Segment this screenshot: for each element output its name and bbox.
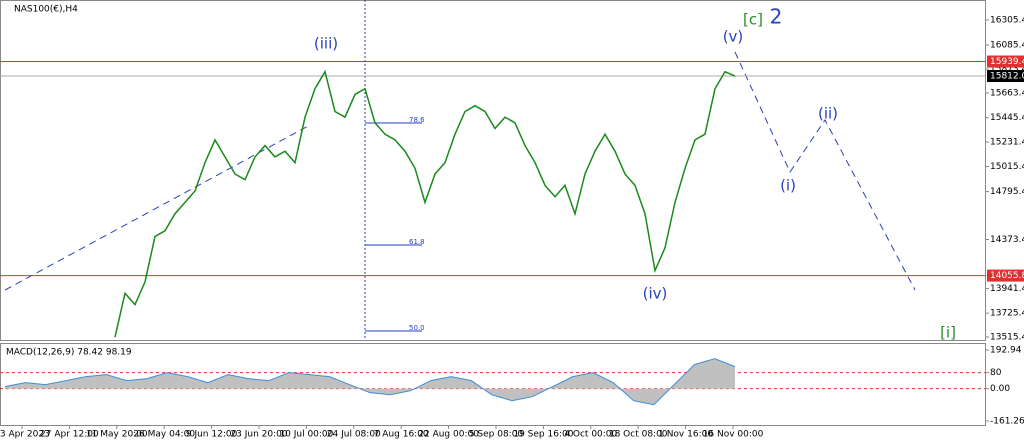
macd-title: MACD(12,26,9) 78.42 98.19 <box>6 348 132 358</box>
x-tick-label: 16 Nov 00:00 <box>703 430 764 440</box>
wave-projection <box>734 51 916 291</box>
y-tick-label: 13725.4 <box>990 309 1024 319</box>
wave-label: [i] <box>940 324 956 342</box>
wave-label: (iii) <box>314 35 338 53</box>
macd-histogram <box>5 358 735 405</box>
y-tick-label: 15445.4 <box>990 113 1024 123</box>
x-tick-label: 22 Aug 00:00 <box>418 430 479 440</box>
wave-label: 2 <box>770 5 783 29</box>
price-frame <box>0 0 986 341</box>
x-tick-label: 13 Apr 2023 <box>0 430 50 440</box>
y-tick-label: 16305.4 <box>990 15 1024 25</box>
chart-title: NAS100(€),H4 <box>14 5 78 15</box>
y-tick-label: 13941.4 <box>990 284 1024 294</box>
y-tick-label: 15663.4 <box>990 88 1024 98</box>
y-tick-label: 15015.4 <box>990 162 1024 172</box>
wave-label: (iv) <box>643 285 668 303</box>
wave-label: (ii) <box>818 105 838 123</box>
macd-tick-label: 192.94 <box>990 346 1022 356</box>
fib-label: 61.8 <box>409 238 425 246</box>
wave-label: (v) <box>723 28 744 46</box>
x-tick-label: 4 Oct 00:00 <box>564 430 617 440</box>
x-tick-label: 9 Jun 12:00 <box>186 430 238 440</box>
x-tick-label: 11 May 20:00 <box>86 430 148 440</box>
wave-label: (i) <box>780 177 796 195</box>
x-tick-label: 10 Jul 00:00 <box>279 430 333 440</box>
macd-frame <box>0 343 986 426</box>
macd-tick-label: 80 <box>990 368 1002 378</box>
macd-tick-label: -161.26 <box>990 417 1024 427</box>
price-line <box>114 69 736 338</box>
x-tick-label: 19 Sep 16:00 <box>513 430 573 440</box>
x-tick-label: 7 Aug 16:00 <box>374 430 429 440</box>
level-label: 14055.8 <box>990 271 1024 281</box>
fib-label: 78.6 <box>409 116 425 124</box>
fib-label: 50.0 <box>409 324 425 332</box>
level-label: 15812.0 <box>990 72 1024 82</box>
y-tick-label: 15873.4 <box>990 65 1024 75</box>
level-box <box>987 55 1024 68</box>
x-tick-label: 27 Apr 12:00 <box>40 430 99 440</box>
x-tick-label: 23 Jun 20:00 <box>230 430 287 440</box>
y-tick-label: 13515.4 <box>990 333 1024 343</box>
x-tick-label: 18 Oct 08:00 <box>609 430 668 440</box>
y-tick-label: 15231.4 <box>990 138 1024 148</box>
x-tick-label: 24 Jul 08:00 <box>327 430 381 440</box>
x-tick-label: 1 Nov 16:00 <box>658 430 713 440</box>
x-tick-label: 26 May 04:00 <box>133 430 195 440</box>
y-tick-label: 14373.4 <box>990 235 1024 245</box>
level-box <box>987 269 1024 282</box>
macd-tick-label: 0.00 <box>990 384 1010 394</box>
macd-line <box>4 358 736 406</box>
level-label: 15939.4 <box>990 57 1024 67</box>
y-tick-label: 14795.4 <box>990 187 1024 197</box>
level-box <box>987 70 1024 83</box>
x-tick-label: 5 Sep 08:00 <box>469 430 524 440</box>
wave-label: [c] <box>743 11 763 29</box>
y-tick-label: 16085.4 <box>990 40 1024 50</box>
